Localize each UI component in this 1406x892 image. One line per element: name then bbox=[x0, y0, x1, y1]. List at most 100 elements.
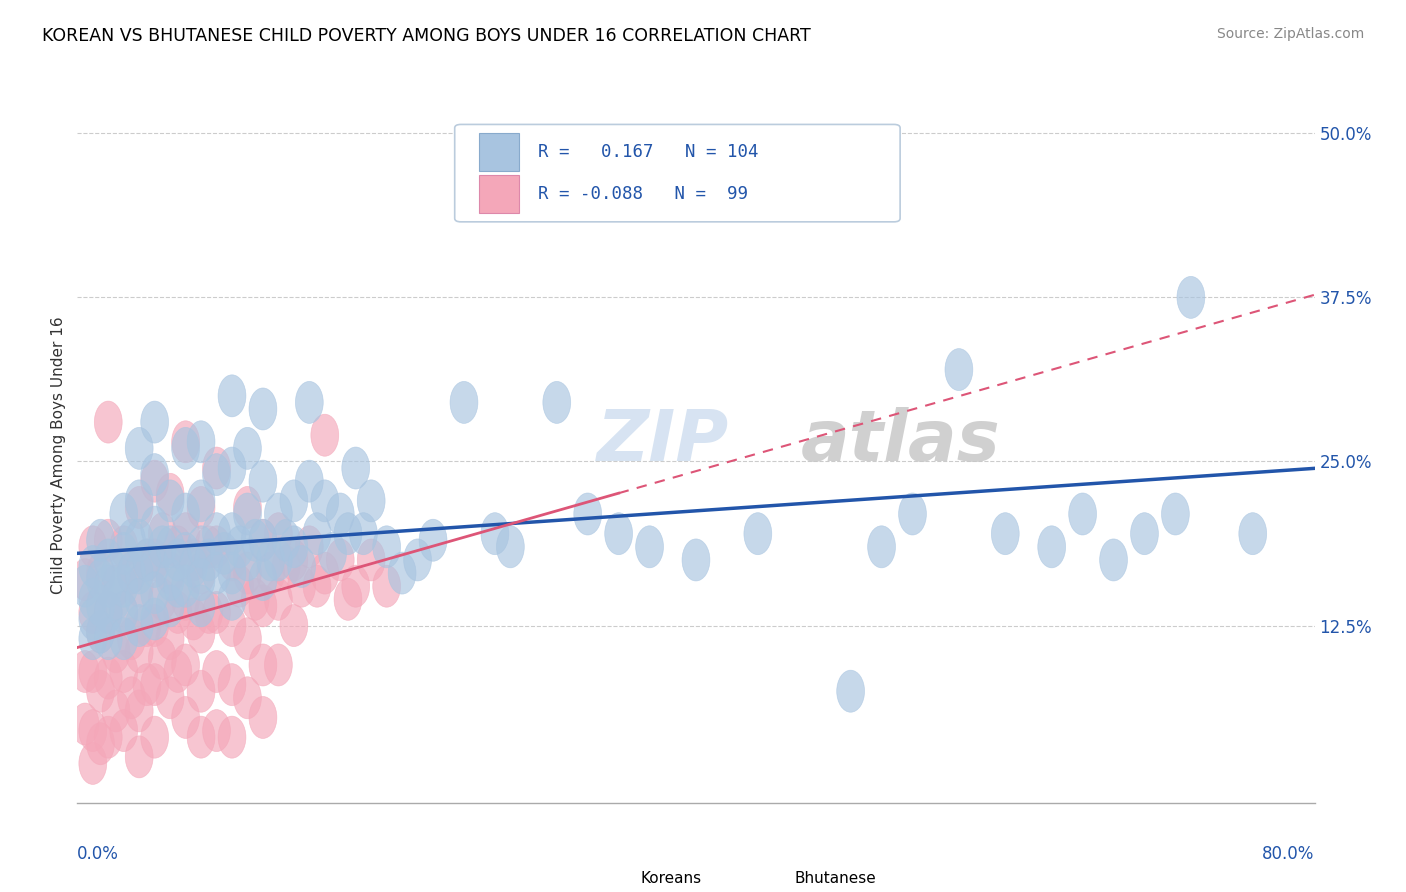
Text: Koreans: Koreans bbox=[640, 871, 702, 886]
Ellipse shape bbox=[110, 566, 138, 607]
Ellipse shape bbox=[134, 664, 160, 706]
Ellipse shape bbox=[202, 650, 231, 692]
Ellipse shape bbox=[1069, 493, 1097, 535]
Ellipse shape bbox=[118, 617, 145, 660]
Ellipse shape bbox=[172, 644, 200, 686]
Ellipse shape bbox=[249, 460, 277, 502]
Ellipse shape bbox=[257, 539, 284, 581]
Ellipse shape bbox=[125, 427, 153, 469]
Ellipse shape bbox=[165, 525, 191, 568]
Ellipse shape bbox=[342, 447, 370, 489]
Ellipse shape bbox=[496, 525, 524, 568]
Text: KOREAN VS BHUTANESE CHILD POVERTY AMONG BOYS UNDER 16 CORRELATION CHART: KOREAN VS BHUTANESE CHILD POVERTY AMONG … bbox=[42, 27, 811, 45]
Ellipse shape bbox=[357, 539, 385, 581]
Text: Bhutanese: Bhutanese bbox=[794, 871, 877, 886]
Ellipse shape bbox=[187, 480, 215, 522]
Ellipse shape bbox=[311, 414, 339, 456]
Ellipse shape bbox=[288, 566, 315, 607]
Ellipse shape bbox=[125, 552, 153, 594]
Ellipse shape bbox=[1038, 525, 1066, 568]
Ellipse shape bbox=[1239, 513, 1267, 555]
Ellipse shape bbox=[233, 677, 262, 719]
Ellipse shape bbox=[264, 578, 292, 620]
Ellipse shape bbox=[172, 427, 200, 469]
Text: Source: ZipAtlas.com: Source: ZipAtlas.com bbox=[1216, 27, 1364, 41]
Ellipse shape bbox=[311, 552, 339, 594]
Ellipse shape bbox=[195, 525, 222, 568]
Y-axis label: Child Poverty Among Boys Under 16: Child Poverty Among Boys Under 16 bbox=[51, 316, 66, 594]
Ellipse shape bbox=[79, 710, 107, 752]
Ellipse shape bbox=[187, 421, 215, 463]
Ellipse shape bbox=[527, 171, 555, 213]
Ellipse shape bbox=[172, 697, 200, 739]
Text: ZIP: ZIP bbox=[598, 407, 730, 475]
Ellipse shape bbox=[304, 566, 330, 607]
Ellipse shape bbox=[172, 513, 200, 555]
Ellipse shape bbox=[744, 513, 772, 555]
Ellipse shape bbox=[187, 611, 215, 653]
Ellipse shape bbox=[202, 591, 231, 633]
Ellipse shape bbox=[1161, 493, 1189, 535]
Ellipse shape bbox=[79, 617, 107, 660]
Ellipse shape bbox=[202, 710, 231, 752]
Ellipse shape bbox=[149, 525, 176, 568]
Ellipse shape bbox=[319, 533, 346, 574]
Ellipse shape bbox=[141, 539, 169, 581]
Ellipse shape bbox=[257, 552, 284, 594]
Ellipse shape bbox=[335, 513, 361, 555]
Ellipse shape bbox=[187, 670, 215, 712]
Ellipse shape bbox=[79, 546, 107, 588]
Ellipse shape bbox=[134, 539, 160, 581]
Ellipse shape bbox=[110, 650, 138, 692]
Ellipse shape bbox=[233, 427, 262, 469]
Ellipse shape bbox=[118, 552, 145, 594]
Ellipse shape bbox=[79, 598, 107, 640]
Ellipse shape bbox=[156, 480, 184, 522]
Ellipse shape bbox=[141, 716, 169, 758]
Ellipse shape bbox=[226, 525, 253, 568]
Ellipse shape bbox=[388, 552, 416, 594]
Ellipse shape bbox=[249, 585, 277, 627]
FancyBboxPatch shape bbox=[479, 133, 519, 171]
Ellipse shape bbox=[125, 566, 153, 607]
Ellipse shape bbox=[450, 382, 478, 424]
Ellipse shape bbox=[187, 552, 215, 594]
Ellipse shape bbox=[187, 486, 215, 528]
Ellipse shape bbox=[945, 349, 973, 391]
Ellipse shape bbox=[110, 533, 138, 574]
Ellipse shape bbox=[1130, 513, 1159, 555]
Ellipse shape bbox=[141, 664, 169, 706]
Ellipse shape bbox=[218, 605, 246, 647]
Ellipse shape bbox=[103, 566, 129, 607]
Ellipse shape bbox=[605, 513, 633, 555]
Ellipse shape bbox=[156, 617, 184, 660]
Ellipse shape bbox=[156, 474, 184, 516]
Ellipse shape bbox=[233, 552, 262, 594]
Ellipse shape bbox=[156, 558, 184, 600]
Ellipse shape bbox=[118, 677, 145, 719]
Ellipse shape bbox=[141, 546, 169, 588]
FancyBboxPatch shape bbox=[598, 865, 631, 892]
Ellipse shape bbox=[172, 421, 200, 463]
Ellipse shape bbox=[79, 591, 107, 633]
Ellipse shape bbox=[94, 591, 122, 633]
Ellipse shape bbox=[156, 552, 184, 594]
Ellipse shape bbox=[141, 572, 169, 614]
Ellipse shape bbox=[165, 539, 191, 581]
Ellipse shape bbox=[94, 519, 122, 561]
Ellipse shape bbox=[149, 638, 176, 680]
Ellipse shape bbox=[195, 539, 222, 581]
Ellipse shape bbox=[172, 578, 200, 620]
Ellipse shape bbox=[218, 664, 246, 706]
Text: atlas: atlas bbox=[801, 407, 1001, 475]
Ellipse shape bbox=[543, 382, 571, 424]
Ellipse shape bbox=[187, 525, 215, 568]
Ellipse shape bbox=[72, 650, 98, 692]
Ellipse shape bbox=[404, 539, 432, 581]
Ellipse shape bbox=[125, 605, 153, 647]
Ellipse shape bbox=[94, 539, 122, 581]
Ellipse shape bbox=[264, 539, 292, 581]
Ellipse shape bbox=[125, 480, 153, 522]
Ellipse shape bbox=[165, 566, 191, 607]
Ellipse shape bbox=[125, 519, 153, 561]
